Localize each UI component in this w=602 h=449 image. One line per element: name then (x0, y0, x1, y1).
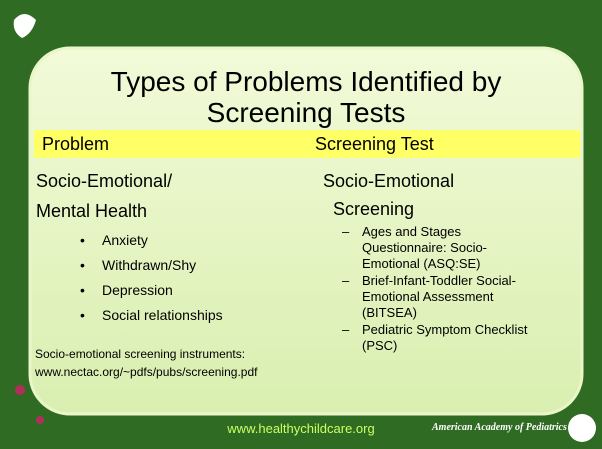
footer-logo: American Academy of Pediatrics (432, 422, 567, 433)
bullet: • (80, 307, 85, 323)
logo-seal (568, 414, 596, 442)
bullet: • (80, 257, 85, 273)
note: Socio-emotional screening instruments: (35, 347, 245, 361)
deco (15, 385, 25, 395)
slide: Types of Problems Identified byScreening… (0, 0, 602, 449)
right-heading: Screening (333, 199, 414, 220)
item-text: Pediatric Symptom Checklist (362, 322, 527, 337)
bullet-text: Depression (102, 282, 173, 298)
item-text: Brief-Infant-Toddler Social- (362, 273, 516, 288)
deco (36, 416, 44, 424)
item-text: (BITSEA) (362, 305, 417, 320)
item-text: Ages and Stages (362, 224, 461, 239)
dash: – (342, 273, 349, 288)
dash: – (342, 322, 349, 337)
note: www.nectac.org/~pdfs/pubs/screening.pdf (35, 365, 257, 379)
bullet-text: Anxiety (102, 232, 148, 248)
footer-url: www.healthychildcare.org (227, 421, 374, 436)
dash: – (342, 224, 349, 239)
header-band (34, 130, 580, 158)
bullet-text: Social relationships (102, 307, 223, 323)
left-heading: Socio-Emotional/ (36, 171, 172, 192)
header-right: Screening Test (315, 134, 434, 155)
right-heading: Socio-Emotional (323, 171, 454, 192)
bullet: • (80, 282, 85, 298)
left-heading: Mental Health (36, 201, 147, 222)
item-text: (PSC) (362, 338, 397, 353)
bullet-text: Withdrawn/Shy (102, 257, 196, 273)
bullet: • (80, 232, 85, 248)
title: Types of Problems Identified by (111, 66, 502, 98)
title: Screening Tests (207, 97, 406, 129)
item-text: Questionnaire: Socio- (362, 240, 487, 255)
corner-icon (14, 14, 36, 38)
item-text: Emotional (ASQ:SE) (362, 256, 481, 271)
header-left: Problem (42, 134, 109, 155)
item-text: Emotional Assessment (362, 289, 494, 304)
